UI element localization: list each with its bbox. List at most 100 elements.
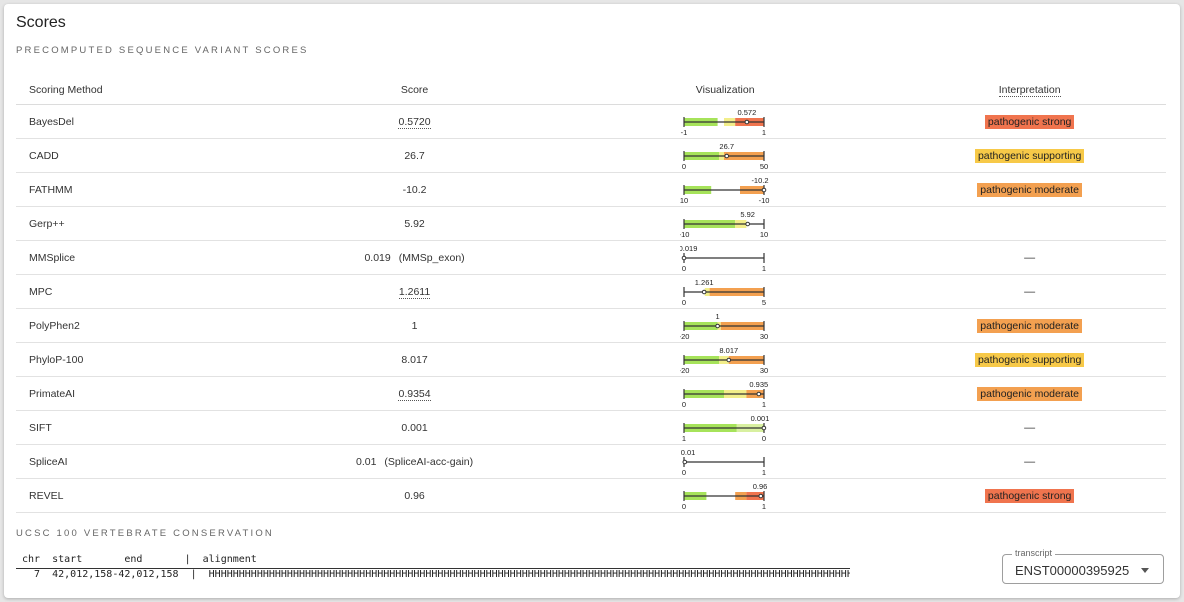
viz-min-label: -20 [680,366,689,375]
viz-min-label: 0 [682,502,686,511]
transcript-select-label: transcript [1012,548,1056,558]
viz-score-label: 0.935 [750,380,769,389]
score-visualization-chart: 8.017 -20 30 [680,346,768,375]
viz-score-label: 0.572 [738,108,757,117]
alignment-row: 7 42,012,158-42,012,158 | HHHHHHHHHHHHHH… [34,569,850,580]
scoring-method-cell: SpliceAI [16,444,272,479]
viz-min-label: 0 [682,162,686,171]
table-row: FATHMM -10.2 -10.2 10 -10 pathogenic moderate [16,172,1166,207]
score-value[interactable]: 0.9354 [398,387,431,401]
viz-min-label: 0 [682,264,686,273]
visualization-cell: 0.935 0 1 [557,376,894,411]
viz-score-label: 1.261 [695,278,714,287]
score-cell: 0.01 (SpliceAI-acc-gain) [272,444,558,479]
section-heading-conservation: UCSC 100 VERTEBRATE CONSERVATION [16,528,274,539]
score-cell: 1 [272,308,558,343]
visualization-cell: 0.01 0 1 [557,444,894,479]
interpretation-none: — [1024,285,1036,298]
score-visualization-chart: -10.2 10 -10 [680,176,769,205]
visualization-cell: 0.001 1 0 [557,410,894,445]
scoring-method-name: PolyPhen2 [29,319,80,332]
interpretation-cell: — [893,240,1166,275]
scoring-method-cell: MMSplice [16,240,272,275]
score-value[interactable]: 0.5720 [398,115,431,129]
chevron-down-icon[interactable] [1141,568,1149,573]
interpretation-cell [893,206,1166,241]
interpretation-none: — [1024,455,1036,468]
table-row: PolyPhen2 1 1 -20 30 pathogenic moderate [16,308,1166,343]
table-row: PhyloP-100 8.017 8.017 -20 30 pathogenic supp… [16,342,1166,377]
score-cell: 8.017 [272,342,558,377]
table-row: MMSplice 0.019 (MMSp_exon) 0.019 0 1 — [16,240,1166,275]
interpretation-cell: pathogenic moderate [893,376,1166,411]
viz-score-marker [715,323,721,328]
score-visualization-chart: 0.96 0 1 [682,482,768,511]
score-visualization-chart: 0.01 0 1 [681,448,766,477]
transcript-select[interactable]: transcript ENST00000395925 [1002,548,1164,584]
viz-score-marker [702,289,707,294]
score-visualization-chart: 26.7 0 50 [682,142,768,171]
table-row: CADD 26.7 26.7 0 50 pathogenic supporting [16,138,1166,173]
score-cell: 0.9354 [272,376,558,411]
visualization-cell: 8.017 -20 30 [557,342,894,377]
interpretation-cell: pathogenic moderate [893,308,1166,343]
score-value: -10.2 [402,183,427,196]
column-header-interpretation[interactable]: Interpretation [893,76,1166,105]
scoring-method-name: Gerp++ [29,217,65,230]
viz-min-label: -20 [680,332,689,341]
interpretation-none: — [1024,251,1036,264]
table-row: Gerp++ 5.92 5.92 -10 10 [16,206,1166,241]
viz-max-label: 1 [762,502,766,511]
visualization-cell: 5.92 -10 10 [557,206,894,241]
score-value: 0.96 [404,489,425,502]
interpretation-cell: pathogenic strong [893,478,1166,513]
score-value[interactable]: 1.2611 [398,285,431,299]
viz-min-label: 0 [682,400,686,409]
scoring-method-cell: BayesDel [16,104,272,139]
interpretation-badge: pathogenic supporting [974,352,1085,367]
section-heading-scores: PRECOMPUTED SEQUENCE VARIANT SCORES [16,45,309,56]
interpretation-badge: pathogenic strong [984,114,1075,129]
viz-score-marker [756,391,762,396]
score-cell: 5.92 [272,206,558,241]
score-value: 8.017 [401,353,428,366]
viz-score-marker [758,493,764,498]
transcript-select-value[interactable]: ENST00000395925 [1015,563,1130,578]
table-row: MPC 1.2611 1.261 0 5 — [16,274,1166,309]
viz-max-label: 1 [762,400,766,409]
viz-score-marker [724,153,730,158]
viz-score-label: 0.01 [681,448,696,457]
score-visualization-chart: 1.261 0 5 [682,278,766,307]
visualization-cell: 0.96 0 1 [557,478,894,513]
viz-min-label: 0 [682,468,686,477]
score-visualization-chart: 0.572 -1 1 [681,108,766,137]
scoring-method-cell: PhyloP-100 [16,342,272,377]
score-value: 0.019 [364,251,391,264]
interpretation-header-label[interactable]: Interpretation [998,84,1061,97]
viz-score-label: 0.96 [753,482,768,491]
score-visualization-chart: 0.001 1 0 [682,414,769,443]
scores-table: Scoring Method Score Visualization Inter… [16,76,1166,513]
viz-score-label: 8.017 [720,346,739,355]
score-cell: 0.019 (MMSp_exon) [272,240,558,275]
score-visualization-chart: 0.935 0 1 [682,380,769,409]
scoring-method-cell: MPC [16,274,272,309]
interpretation-badge: pathogenic moderate [977,386,1082,401]
scores-card: Scores PRECOMPUTED SEQUENCE VARIANT SCOR… [4,4,1180,598]
scoring-method-name: BayesDel [29,115,74,128]
viz-score-marker [681,255,687,260]
interpretation-badge: pathogenic strong [984,488,1075,503]
scoring-method-cell: PolyPhen2 [16,308,272,343]
interpretation-badge: pathogenic moderate [977,182,1082,197]
table-header-row: Scoring Method Score Visualization Inter… [16,76,1166,105]
viz-score-marker [761,187,767,192]
score-cell: 0.96 [272,478,558,513]
table-row: BayesDel 0.5720 0.572 -1 1 pathogenic strong [16,104,1166,139]
viz-max-label: 0 [762,434,766,443]
score-cell: 0.5720 [272,104,558,139]
table-row: SIFT 0.001 0.001 1 0 — [16,410,1166,445]
column-header-score: Score [272,76,558,105]
conservation-alignment: chr start end | alignment 7 42,012,158-4… [16,554,850,583]
alignment-header: chr start end | alignment [16,554,850,569]
interpretation-cell: pathogenic supporting [893,138,1166,173]
